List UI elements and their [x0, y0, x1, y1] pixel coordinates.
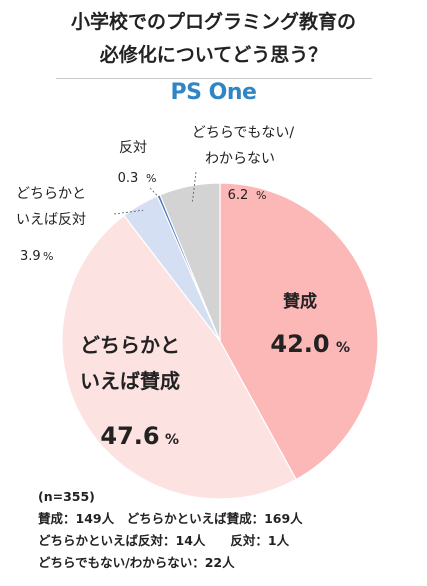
leader-line-dochirademonai	[192, 171, 197, 202]
pie-slice-0	[219, 182, 379, 481]
slice-unit-sansei: %	[336, 340, 350, 356]
pie-slice-1	[61, 214, 297, 500]
slice-unit-dochira-sansei: %	[165, 432, 179, 448]
footer-counts-1: 賛成：149人 どちらかといえば賛成：169人	[38, 511, 303, 526]
slice-label-dochira-sansei-1: どちらかと	[80, 333, 180, 357]
slice-value-dochirademonai: 6.2	[228, 188, 249, 203]
slice-label-dochirademonai-2: わからない	[205, 151, 275, 167]
slice-unit-dochira-hantai: %	[43, 250, 53, 263]
chart-title: 小学校でのプログラミング教育の 必修化についてどう思う？	[0, 6, 427, 72]
footer-counts-3: どちらでもない/わからない：22人	[38, 555, 235, 570]
title-line-1: 小学校でのプログラミング教育の	[70, 11, 356, 33]
slice-label-dochirademonai-1: どちらでもない/	[192, 125, 295, 141]
slice-label-dochira-hantai-2: いえば反対	[16, 212, 86, 228]
brand-logo: PS One	[170, 80, 257, 105]
slice-label-hantai: 反対	[119, 140, 147, 156]
slice-label-dochira-hantai-1: どちらかと	[16, 186, 86, 202]
sample-size: (n=355)	[38, 489, 95, 504]
slice-value-hantai: 0.3	[118, 171, 139, 186]
chart-footer: (n=355) 賛成：149人 どちらかといえば賛成：169人 どちらかといえば…	[38, 486, 303, 574]
slice-value-dochira-hantai: 3.9	[20, 249, 41, 264]
slice-value-sansei: 42.0	[270, 330, 329, 358]
slice-label-dochira-sansei-2: いえば賛成	[80, 369, 180, 393]
title-line-2: 必修化についてどう思う？	[99, 44, 328, 66]
slice-value-dochira-sansei: 47.6	[100, 422, 159, 450]
pie-slice-4	[159, 182, 221, 342]
slice-label-sansei: 賛成	[283, 291, 317, 312]
title-divider	[56, 78, 372, 79]
slice-unit-dochirademonai: %	[256, 189, 266, 202]
footer-counts-2: どちらかといえば反対：14人 反対：1人	[38, 533, 290, 548]
leader-line-dochira-hantai	[113, 209, 144, 215]
slice-unit-hantai: %	[146, 172, 156, 185]
